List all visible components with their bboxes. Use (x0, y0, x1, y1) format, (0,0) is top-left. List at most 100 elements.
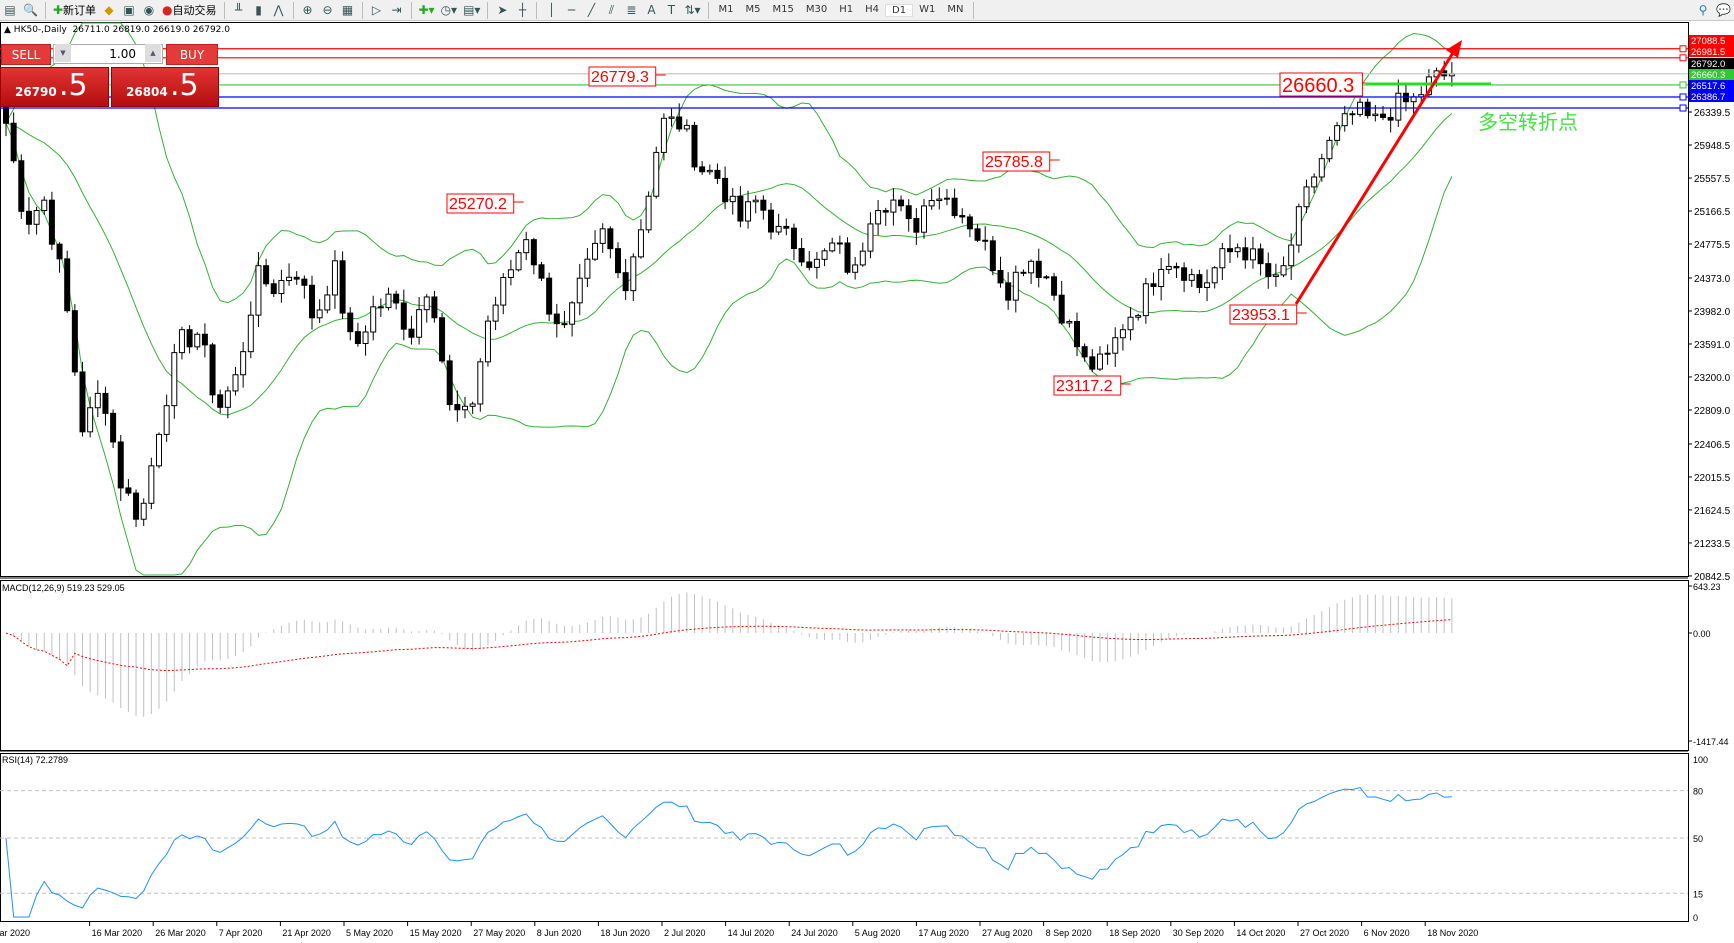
timeframe-h4[interactable]: H4 (865, 3, 880, 15)
navigator-icon[interactable]: ◆ (104, 3, 114, 17)
bar-chart-icon[interactable]: ╨ (234, 3, 243, 17)
lot-decrease-button[interactable]: ▼ (55, 44, 71, 62)
timeframe-m30[interactable]: M30 (805, 3, 828, 15)
candle-bear (768, 209, 774, 233)
sell-price: 26790 (15, 85, 57, 99)
candle-bull (477, 361, 484, 405)
trendline-icon[interactable]: ╱ (587, 3, 596, 17)
timeframe-mn[interactable]: MN (947, 3, 964, 15)
price-tick-label: 25948.5 (1694, 141, 1731, 152)
zoom-out-icon[interactable]: ⊖ (322, 3, 333, 17)
sell-price-button[interactable]: 26790.5 (0, 67, 109, 107)
indicators-icon[interactable]: ✚▾ (418, 3, 435, 17)
zoom-in-icon[interactable]: ⊕ (302, 3, 313, 17)
buy-button[interactable]: BUY (166, 44, 218, 65)
line-chart-icon[interactable]: ⋀ (273, 3, 284, 17)
timeframe-m15[interactable]: M15 (772, 3, 794, 15)
tile-windows-icon[interactable]: ▦ (341, 3, 354, 17)
candle-bull (1142, 283, 1149, 317)
candle-bear (553, 313, 560, 325)
timeframe-h1[interactable]: H1 (839, 3, 854, 15)
bollinger-middle (5, 113, 1453, 416)
signal-icon[interactable]: ◉ (143, 3, 155, 17)
price-tag-bg (1689, 91, 1734, 102)
price-tag-bg (1689, 58, 1734, 69)
candle-bull (729, 195, 736, 203)
price-annotation: 25270.2 (449, 196, 507, 213)
sell-button[interactable]: SELL (1, 44, 51, 65)
level-handle (1679, 54, 1687, 62)
candle-bull (752, 199, 759, 203)
rsi-label: RSI(14) 72.2789 (2, 755, 68, 765)
new-order-label: 新订单 (63, 4, 97, 17)
timeframe-d1[interactable]: D1 (885, 3, 914, 17)
text-label-icon[interactable]: T (667, 3, 676, 17)
timeframe-bar: M1 M5 M15 M30 H1 H4 D1 W1 MN (713, 3, 970, 17)
collapse-icon[interactable]: ▲ (4, 25, 14, 35)
horizontal-line-icon[interactable]: ─ (567, 3, 576, 17)
candle-bear (760, 199, 767, 211)
candle-bear (699, 166, 706, 173)
candle-bull (745, 201, 752, 222)
bollinger-lower (5, 123, 1453, 576)
date-label: 7 Apr 2020 (219, 928, 263, 938)
crosshair-icon[interactable]: ┼ (518, 3, 527, 17)
text-icon[interactable]: A (647, 3, 656, 17)
candle-bear (56, 243, 63, 260)
equidistant-channel-icon[interactable]: ⫽ (608, 2, 615, 17)
candle-bull (645, 195, 652, 231)
sell-price-pip: .5 (59, 68, 88, 103)
date-label: 14 Jul 2020 (728, 928, 775, 938)
divider (707, 1, 709, 19)
date-label: 30 Sep 2020 (1173, 928, 1224, 938)
candle-bull (890, 199, 897, 213)
chat-icon[interactable]: 💬 (1716, 3, 1731, 17)
search-icon[interactable]: ⚲ (1698, 3, 1708, 17)
date-label: 18 Nov 2020 (1427, 928, 1478, 938)
date-label: 2 Jul 2020 (664, 928, 706, 938)
arrows-icon[interactable]: ⇅▾ (684, 3, 701, 17)
vertical-line-icon[interactable]: │ (547, 3, 556, 17)
candle-bear (309, 284, 315, 319)
macd-signal-line (5, 619, 1452, 672)
candle-bull (523, 239, 530, 254)
candle-bear (339, 260, 346, 314)
candle-bear (714, 169, 721, 179)
lot-size-input[interactable]: 1.00 (53, 44, 163, 64)
menu-icon[interactable]: ▤ (4, 3, 16, 17)
candle-bull (255, 265, 262, 316)
plus-icon: ✚ (52, 3, 64, 17)
cursor-icon[interactable]: ➤ (497, 3, 508, 17)
timeframe-m5[interactable]: M5 (745, 3, 761, 15)
zoom-search-icon[interactable]: 🔍 (23, 3, 38, 17)
lot-increase-button[interactable]: ▲ (145, 44, 161, 62)
candle-bull (148, 465, 155, 504)
price-annotation: 25785.8 (985, 154, 1043, 171)
timeframe-m1[interactable]: M1 (718, 3, 734, 15)
buy-price-button[interactable]: 26804.5 (111, 67, 219, 107)
candle-bear (530, 239, 537, 266)
fibonacci-icon[interactable]: ≣ (626, 3, 637, 17)
candle-bear (905, 205, 912, 220)
auto-scroll-icon[interactable]: ▷ (371, 3, 382, 17)
candle-bull (370, 306, 377, 333)
candle-bear (561, 323, 568, 326)
candle-bull (668, 116, 675, 119)
price-annotation-box (1279, 72, 1363, 97)
templates-icon[interactable]: ▤▾ (463, 3, 481, 17)
candle-bear (263, 265, 270, 285)
divider (361, 1, 363, 19)
terminal-icon[interactable]: ▣ (123, 3, 135, 17)
periods-icon[interactable]: ◷▾ (440, 3, 458, 17)
chart-shift-icon[interactable]: ⇥ (391, 3, 402, 17)
candle-bear (133, 492, 140, 520)
date-label: 27 May 2020 (473, 928, 525, 938)
candlestick-icon[interactable]: ▮ (255, 3, 262, 17)
candle-bear (439, 317, 446, 362)
timeframe-w1[interactable]: W1 (919, 3, 936, 15)
price-tick-label: 25166.5 (1694, 207, 1731, 218)
auto-trading-button[interactable]: ● 自动交易 (159, 1, 219, 20)
new-order-button[interactable]: ✚ 新订单 (50, 1, 99, 20)
price-tag-bg (1689, 69, 1734, 80)
